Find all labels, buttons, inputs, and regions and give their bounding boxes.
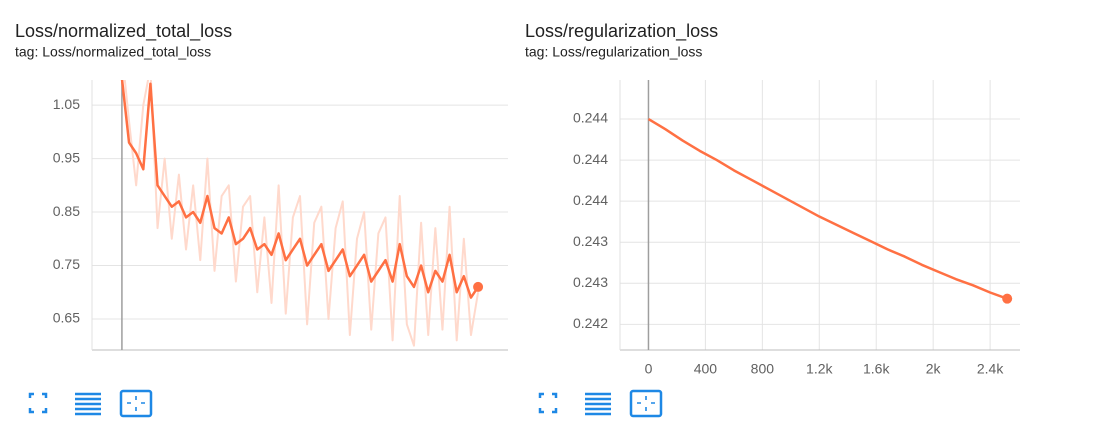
y-tick-label: 0.95 — [53, 149, 80, 165]
fit-domain-button[interactable] — [119, 389, 153, 418]
series-line — [120, 80, 480, 299]
x-tick-label: 2k — [926, 361, 942, 377]
end-point — [473, 281, 484, 292]
y-tick-label: 0.65 — [53, 310, 80, 326]
x-tick-label: 400 — [694, 361, 718, 377]
toolbar-right — [538, 389, 663, 418]
x-tick-label: 800 — [751, 361, 775, 377]
y-tick-label: 1.05 — [53, 96, 80, 112]
x-tick-label: 1.2k — [806, 361, 833, 377]
toggle-log-button[interactable] — [585, 392, 611, 416]
y-tick-label: 0.244 — [573, 151, 608, 167]
chart-panel: Loss/regularization_loss tag: Loss/regula… — [525, 21, 1020, 377]
y-tick-label: 0.243 — [573, 274, 608, 290]
chart-title: Loss/normalized_total_loss — [15, 21, 232, 42]
chart-panel: Loss/normalized_total_loss tag: Loss/norm… — [15, 21, 508, 351]
y-tick-label: 0.242 — [573, 315, 608, 331]
fullscreen-button[interactable] — [538, 392, 558, 414]
toggle-log-button[interactable] — [75, 392, 101, 416]
y-tick-label: 0.75 — [53, 256, 80, 272]
chart-subtitle: tag: Loss/normalized_total_loss — [15, 44, 211, 60]
series-line — [647, 117, 1008, 300]
y-tick-label: 0.244 — [573, 110, 608, 126]
chart-title: Loss/regularization_loss — [525, 21, 718, 42]
y-tick-label: 0.244 — [573, 192, 608, 208]
lines — [647, 117, 1008, 300]
y-tick-label: 0.85 — [53, 203, 80, 219]
series-line — [123, 80, 480, 347]
fullscreen-button[interactable] — [28, 392, 48, 414]
fit-domain-button[interactable] — [629, 389, 663, 418]
x-tick-label: 2.4k — [977, 361, 1004, 377]
x-tick-label: 0 — [645, 361, 653, 377]
lines — [120, 80, 480, 347]
end-point — [1002, 293, 1013, 304]
toolbar-left — [28, 389, 153, 418]
chart-subtitle: tag: Loss/regularization_loss — [525, 44, 702, 60]
y-tick-label: 0.243 — [573, 233, 608, 249]
x-tick-label: 1.6k — [863, 361, 890, 377]
